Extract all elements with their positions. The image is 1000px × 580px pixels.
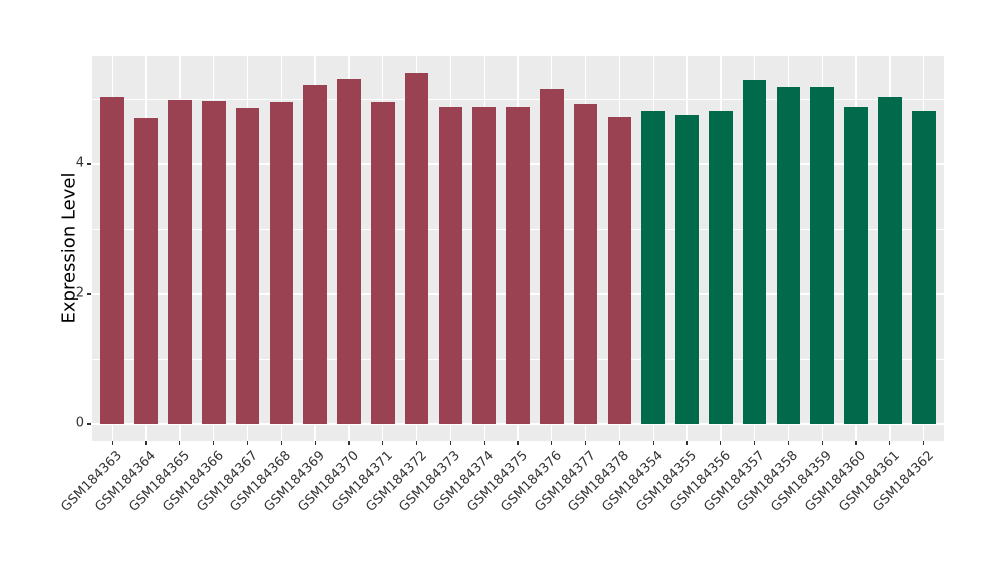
gridline-minor-y-5 [92,98,944,100]
x-tick-mark-GSM184374 [483,441,485,445]
x-tick-mark-GSM184364 [145,441,147,445]
bar-GSM184370 [337,78,361,424]
bar-GSM184355 [675,115,699,424]
x-tick-mark-GSM184362 [923,441,925,445]
bar-GSM184359 [810,86,835,424]
x-tick-mark-GSM184354 [652,441,654,445]
y-tick-mark-2 [87,293,91,295]
x-tick-mark-GSM184375 [517,441,519,445]
x-tick-mark-GSM184377 [585,441,587,445]
bar-GSM184356 [709,111,733,424]
y-tick-mark-4 [87,163,91,165]
bar-GSM184373 [438,106,463,424]
bar-GSM184378 [607,116,632,424]
x-tick-mark-GSM184358 [787,441,790,445]
x-tick-mark-GSM184355 [686,441,688,445]
bar-GSM184360 [844,106,868,424]
bar-GSM184363 [100,97,125,424]
x-tick-mark-GSM184373 [449,441,451,445]
bar-GSM184371 [370,102,395,424]
x-tick-mark-GSM184359 [821,441,823,445]
x-tick-mark-GSM184365 [179,441,181,445]
bar-GSM184375 [506,107,530,424]
bar-GSM184377 [573,104,598,424]
y-tick-label-0: 0 [75,415,84,431]
x-tick-mark-GSM184361 [889,441,891,445]
gridline-major-y-0 [92,423,944,425]
y-tick-label-4: 4 [75,155,84,171]
bar-GSM184361 [878,97,902,424]
bar-GSM184354 [641,110,666,424]
x-tick-mark-GSM184372 [415,441,418,445]
x-tick-mark-GSM184370 [348,441,350,445]
bar-GSM184368 [269,102,294,424]
x-tick-mark-GSM184356 [720,441,722,445]
bar-GSM184369 [303,84,327,424]
x-tick-mark-GSM184357 [754,441,756,445]
bar-GSM184358 [776,86,801,424]
bar-GSM184376 [539,88,564,424]
x-tick-mark-GSM184368 [280,441,282,445]
bar-GSM184367 [235,108,260,424]
x-tick-mark-GSM184360 [855,441,857,445]
y-axis-title: Expression Level [58,172,80,324]
x-tick-mark-GSM184371 [382,441,384,445]
x-tick-mark-GSM184367 [246,441,249,445]
bar-GSM184362 [911,110,936,424]
y-tick-mark-0 [87,423,91,425]
bar-GSM184374 [472,106,496,424]
bar-GSM184372 [404,73,429,424]
x-tick-mark-GSM184369 [314,441,316,445]
y-tick-label-2: 2 [75,285,84,301]
x-tick-mark-GSM184363 [111,441,113,445]
bar-GSM184366 [201,100,226,424]
bar-GSM184357 [742,80,767,424]
bar-GSM184364 [134,117,158,424]
bar-GSM184365 [168,99,192,424]
x-tick-mark-GSM184378 [618,441,621,445]
x-tick-mark-GSM184366 [213,441,215,445]
x-tick-mark-GSM184376 [551,441,553,445]
